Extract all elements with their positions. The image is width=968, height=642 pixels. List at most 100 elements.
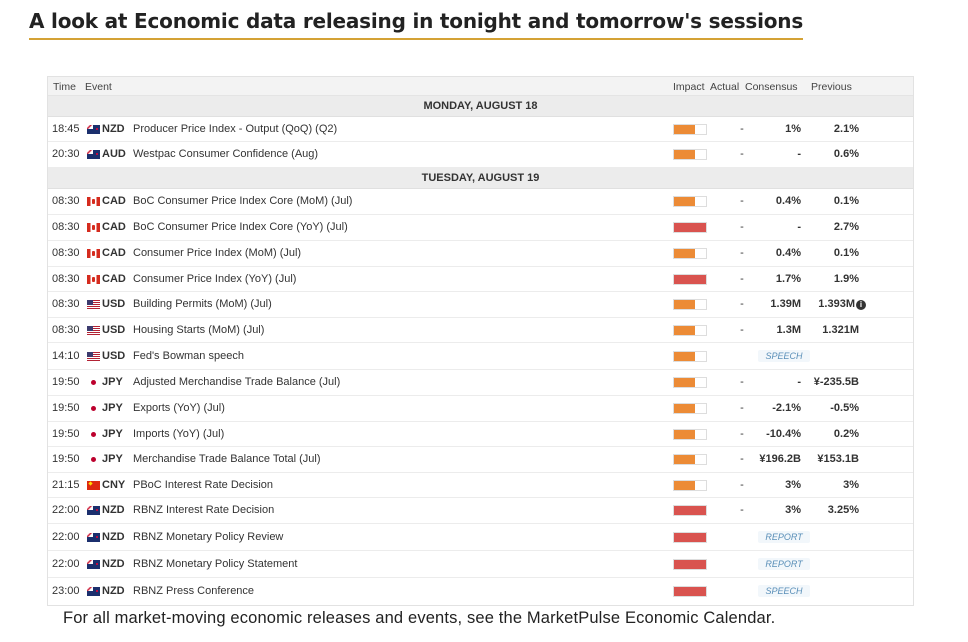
- table-row[interactable]: 20:30 AUD Westpac Consumer Confidence (Aug…: [48, 142, 913, 168]
- impact-indicator: [673, 351, 707, 362]
- row-actual: -: [740, 148, 744, 160]
- us-flag-icon: [87, 300, 100, 309]
- row-consensus: ¥196.2B: [759, 453, 801, 465]
- impact-fill: [674, 125, 696, 134]
- row-event-name[interactable]: Exports (YoY) (Jul): [133, 402, 225, 414]
- table-header: Time Event Impact Actual Consensus Previ…: [48, 77, 913, 96]
- row-event-name[interactable]: Merchandise Trade Balance Total (Jul): [133, 453, 321, 465]
- row-consensus: 0.4%: [775, 195, 801, 207]
- row-previous: 0.6%: [805, 148, 859, 160]
- row-time: 08:30: [52, 247, 80, 259]
- us-flag-icon: [87, 352, 100, 361]
- row-event-name[interactable]: BoC Consumer Price Index Core (YoY) (Jul…: [133, 221, 348, 233]
- row-event-name[interactable]: Consumer Price Index (YoY) (Jul): [133, 273, 297, 285]
- impact-indicator: [673, 248, 707, 259]
- row-previous-value: 3.25%: [827, 504, 859, 516]
- table-row[interactable]: 18:45 NZD Producer Price Index - Output (Q…: [48, 117, 913, 142]
- row-event-name[interactable]: Westpac Consumer Confidence (Aug): [133, 148, 319, 160]
- row-event-name[interactable]: RBNZ Press Conference: [133, 585, 255, 597]
- row-event-name[interactable]: Fed's Bowman speech: [133, 350, 244, 362]
- table-row[interactable]: 08:30 CAD Consumer Price Index (YoY) (Jul)…: [48, 267, 913, 292]
- row-currency: CNY: [102, 479, 126, 491]
- row-consensus: 3%: [785, 479, 801, 491]
- table-row[interactable]: 14:10 USD Fed's Bowman speech SPEECH: [48, 343, 913, 370]
- row-consensus: 1.3M: [776, 324, 801, 336]
- au-flag-icon: [87, 150, 100, 159]
- table-row[interactable]: 19:50 JPY Imports (YoY) (Jul) - -10.4% 0.2%: [48, 422, 913, 447]
- row-actual: -: [740, 376, 744, 388]
- row-previous: -0.5%: [805, 402, 859, 414]
- table-row[interactable]: 19:50 JPY Merchandise Trade Balance Total …: [48, 447, 913, 473]
- row-previous-value: 1.9%: [833, 273, 859, 285]
- row-previous-value: 2.7%: [833, 221, 859, 233]
- table-row[interactable]: 08:30 USD Housing Starts (MoM) (Jul) - 1.3M 1…: [48, 318, 913, 343]
- table-row[interactable]: 19:50 JPY Adjusted Merchandise Trade Balan…: [48, 370, 913, 396]
- table-row[interactable]: 08:30 CAD Consumer Price Index (MoM) (Jul)…: [48, 241, 913, 267]
- row-actual: -: [740, 247, 744, 259]
- row-previous: 3.25%: [805, 504, 859, 516]
- table-row[interactable]: 23:00 NZD RBNZ Press Conference SPEECH: [48, 578, 913, 605]
- impact-fill: [674, 275, 706, 284]
- impact-fill: [674, 223, 706, 232]
- nz-flag-icon: [87, 560, 100, 569]
- row-actual: -: [740, 453, 744, 465]
- row-consensus: 1.7%: [775, 273, 801, 285]
- row-event-name[interactable]: RBNZ Monetary Policy Review: [133, 531, 284, 543]
- row-event-name[interactable]: Consumer Price Index (MoM) (Jul): [133, 247, 302, 259]
- row-actual: -: [740, 428, 744, 440]
- table-row[interactable]: 22:00 NZD RBNZ Interest Rate Decision - 3% 3.…: [48, 498, 913, 524]
- table-row[interactable]: 08:30 CAD BoC Consumer Price Index Core (M…: [48, 189, 913, 215]
- row-previous: 1.393M i: [804, 298, 866, 310]
- event-type-badge: REPORT: [758, 531, 810, 543]
- table-row[interactable]: 19:50 JPY Exports (YoY) (Jul) - -2.1% -0.5%: [48, 396, 913, 422]
- row-consensus: 1.39M: [770, 298, 801, 310]
- row-actual: -: [740, 123, 744, 135]
- impact-fill: [674, 506, 706, 515]
- row-currency: CAD: [102, 195, 126, 207]
- row-currency: CAD: [102, 273, 126, 285]
- jp-flag-icon: [87, 404, 100, 413]
- impact-fill: [674, 430, 696, 439]
- table-row[interactable]: 21:15 CNY PBoC Interest Rate Decision - 3% 3%: [48, 473, 913, 498]
- row-event-name[interactable]: Imports (YoY) (Jul): [133, 428, 225, 440]
- row-previous: 0.1%: [805, 247, 859, 259]
- row-actual: -: [740, 479, 744, 491]
- impact-fill: [674, 300, 696, 309]
- info-icon[interactable]: i: [856, 300, 866, 310]
- row-time: 22:00: [52, 504, 80, 516]
- table-row[interactable]: 08:30 USD Building Permits (MoM) (Jul) - 1.3…: [48, 292, 913, 318]
- row-time: 18:45: [52, 123, 80, 135]
- row-event-name[interactable]: BoC Consumer Price Index Core (MoM) (Jul…: [133, 195, 353, 207]
- ca-flag-icon: [87, 249, 100, 258]
- table-row[interactable]: 22:00 NZD RBNZ Monetary Policy Statement RE…: [48, 551, 913, 578]
- row-event-name[interactable]: Housing Starts (MoM) (Jul): [133, 324, 265, 336]
- row-previous: 3%: [805, 479, 859, 491]
- table-row[interactable]: 22:00 NZD RBNZ Monetary Policy Review REPOR…: [48, 524, 913, 551]
- row-time: 19:50: [52, 453, 80, 465]
- impact-indicator: [673, 532, 707, 543]
- row-currency: NZD: [102, 123, 125, 135]
- row-currency: USD: [102, 298, 126, 310]
- row-event-name[interactable]: Producer Price Index - Output (QoQ) (Q2): [133, 123, 338, 135]
- column-header-event: Event: [85, 81, 112, 93]
- footer-note: For all market-moving economic releases …: [63, 609, 776, 627]
- impact-fill: [674, 197, 696, 206]
- row-actual: -: [740, 324, 744, 336]
- row-event-name[interactable]: RBNZ Monetary Policy Statement: [133, 558, 298, 570]
- row-event-name[interactable]: Adjusted Merchandise Trade Balance (Jul): [133, 376, 341, 388]
- column-header-actual: Actual: [710, 81, 740, 93]
- nz-flag-icon: [87, 587, 100, 596]
- row-time: 08:30: [52, 324, 80, 336]
- impact-indicator: [673, 299, 707, 310]
- row-event-name[interactable]: Building Permits (MoM) (Jul): [133, 298, 272, 310]
- row-time: 19:50: [52, 402, 80, 414]
- row-event-name[interactable]: RBNZ Interest Rate Decision: [133, 504, 275, 516]
- row-event-name[interactable]: PBoC Interest Rate Decision: [133, 479, 274, 491]
- row-previous-value: ¥153.1B: [817, 453, 859, 465]
- column-header-impact: Impact: [673, 81, 705, 93]
- nz-flag-icon: [87, 506, 100, 515]
- impact-fill: [674, 249, 696, 258]
- table-row[interactable]: 08:30 CAD BoC Consumer Price Index Core (Y…: [48, 215, 913, 241]
- row-time: 08:30: [52, 195, 80, 207]
- row-previous-value: 0.1%: [833, 247, 859, 259]
